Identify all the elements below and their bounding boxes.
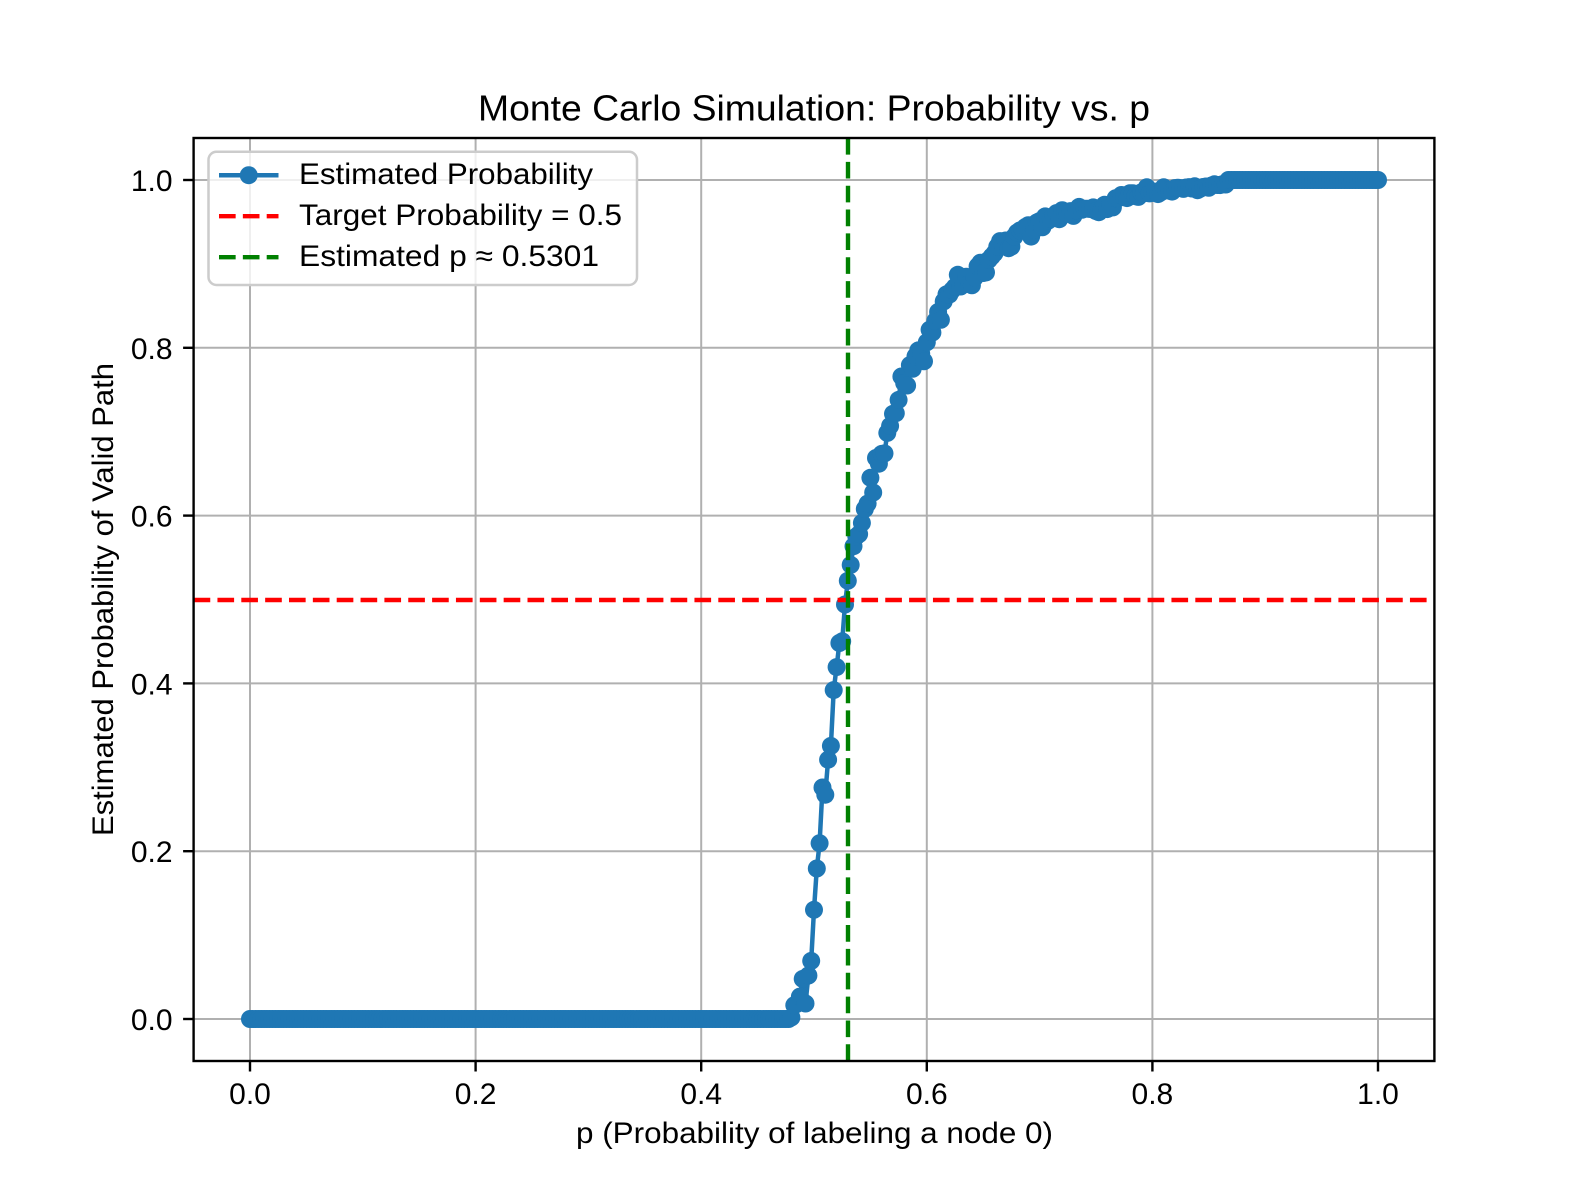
svg-text:0.6: 0.6 (906, 1078, 948, 1111)
svg-text:Target Probability = 0.5: Target Probability = 0.5 (299, 199, 622, 232)
svg-text:0.4: 0.4 (131, 668, 173, 701)
svg-text:0.6: 0.6 (131, 501, 173, 534)
svg-text:1.0: 1.0 (131, 165, 173, 198)
svg-text:Estimated Probability of Valid: Estimated Probability of Valid Path (87, 363, 120, 836)
svg-text:0.2: 0.2 (131, 836, 173, 869)
svg-text:Estimated Probability: Estimated Probability (299, 158, 593, 191)
svg-text:Monte Carlo Simulation: Probab: Monte Carlo Simulation: Probability vs. … (478, 87, 1150, 128)
svg-text:p (Probability of labeling a n: p (Probability of labeling a node 0) (576, 1117, 1053, 1150)
svg-text:0.8: 0.8 (1132, 1078, 1174, 1111)
svg-text:0.0: 0.0 (131, 1004, 173, 1037)
svg-text:1.0: 1.0 (1357, 1078, 1399, 1111)
svg-text:0.0: 0.0 (229, 1078, 271, 1111)
svg-text:0.2: 0.2 (455, 1078, 497, 1111)
svg-text:0.4: 0.4 (680, 1078, 722, 1111)
svg-text:0.8: 0.8 (131, 333, 173, 366)
svg-text:Estimated p ≈ 0.5301: Estimated p ≈ 0.5301 (299, 240, 599, 273)
